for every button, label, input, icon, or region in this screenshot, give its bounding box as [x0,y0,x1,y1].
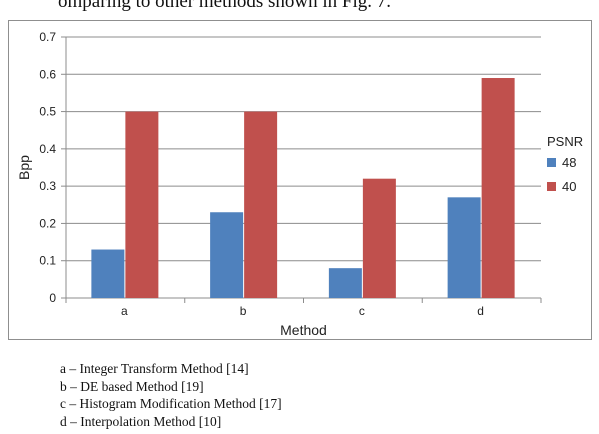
y-tick-label-4: 0.4 [39,142,56,156]
legend-swatch-48 [547,158,556,167]
y-tick-label-2: 0.2 [39,216,56,230]
bar-c-series-40 [362,178,396,298]
y-tick-label-6: 0.6 [39,67,56,81]
method-legend-item-d: d – Interpolation Method [10] [60,413,222,429]
bar-a-series-48 [91,249,125,298]
bar-a-series-40 [125,111,159,298]
y-axis-label: Bpp [16,155,32,180]
method-legend: a – Integer Transform Method [14] b – DE… [60,360,282,430]
bar-d-series-40 [481,78,515,298]
chart-frame: 0 0.1 0.2 0.3 0.4 0.5 0.6 0.7 a b c d Method Bpp PSNR 4… [8,20,592,340]
method-legend-item-b: b – DE based Method [19] [60,378,204,394]
bar-d-series-48 [447,197,481,298]
x-tick-label-d: d [477,304,484,318]
bar-chart: 0 0.1 0.2 0.3 0.4 0.5 0.6 0.7 a b c d Method Bpp PSNR 4… [16,30,583,338]
x-axis-label: Method [280,322,327,338]
method-legend-item-c: c – Histogram Modification Method [17] [60,396,282,411]
y-tick-label-1: 0.1 [39,254,56,268]
legend-label-40: 40 [562,179,576,194]
x-tick-label-a: a [121,304,128,318]
bar-c-series-48 [328,268,362,298]
bar-b-series-48 [210,212,244,298]
x-tick-label-b: b [240,304,247,318]
y-tick-label-0: 0 [49,291,56,305]
legend-swatch-40 [547,182,556,191]
legend-title: PSNR [547,134,583,149]
caption-text-fragment: omparing to other methods shown in Fig. … [58,0,392,12]
bar-b-series-40 [244,111,278,298]
y-tick-label-5: 0.5 [39,105,56,119]
legend-label-48: 48 [562,155,576,170]
method-legend-item-a: a – Integer Transform Method [14] [60,361,249,376]
y-tick-label-7: 0.7 [39,30,56,44]
y-tick-label-3: 0.3 [39,179,56,193]
x-tick-label-c: c [359,304,365,318]
